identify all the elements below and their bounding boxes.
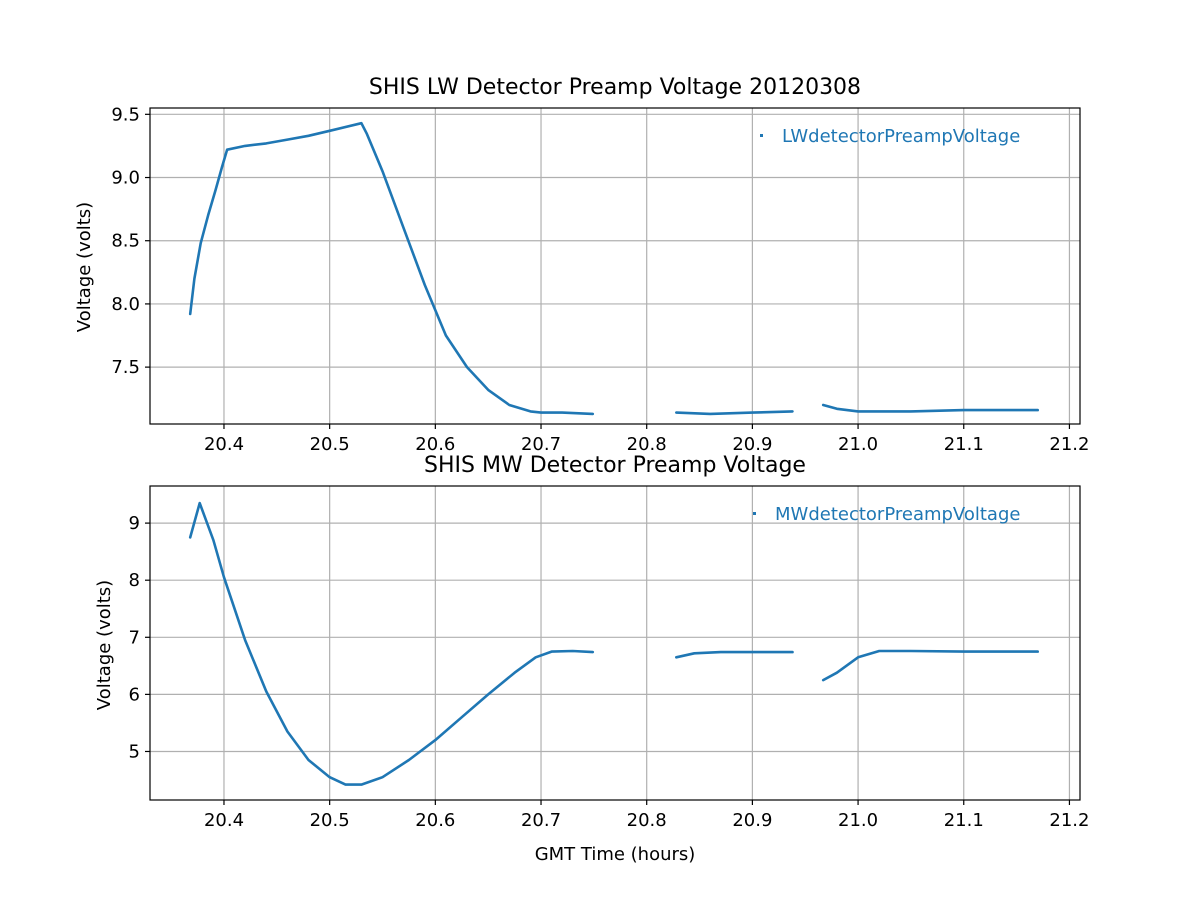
y-tick-label: 8 <box>129 570 140 591</box>
x-tick-label: 20.9 <box>732 434 772 455</box>
x-axis-ticks: 20.4 20.5 20.6 20.7 20.8 20.9 21.0 21.1 21.2 <box>204 424 1089 455</box>
x-tick-label: 21.0 <box>838 434 878 455</box>
x-tick-label: 20.4 <box>204 434 244 455</box>
y-axis-ticks: 7.5 8.0 8.5 9.0 9.5 <box>111 104 150 378</box>
x-tick-label: 20.4 <box>204 810 244 831</box>
series-line-segment <box>188 121 595 416</box>
y-tick-label: 9.5 <box>111 104 140 125</box>
x-axis-ticks: 20.4 20.5 20.6 20.7 20.8 20.9 21.0 21.1 21.2 <box>204 800 1089 831</box>
y-tick-label: 8.0 <box>111 294 140 315</box>
series-line-segment <box>821 649 1039 682</box>
plot-frame <box>149 107 1081 425</box>
x-tick-label: 21.2 <box>1049 434 1089 455</box>
x-tick-label: 21.2 <box>1049 810 1089 831</box>
series-line-segment <box>188 501 595 786</box>
y-tick-label: 7.5 <box>111 357 140 378</box>
y-axis-label: Voltage (volts) <box>74 202 95 332</box>
legend-marker <box>760 134 763 137</box>
series-line-segment <box>821 403 1039 413</box>
x-tick-label: 20.6 <box>415 810 455 831</box>
x-tick-label: 20.9 <box>732 810 772 831</box>
data-series <box>188 501 1039 786</box>
legend: LWdetectorPreampVoltage <box>760 126 1020 147</box>
y-axis-ticks: 5 6 7 8 9 <box>129 513 150 762</box>
x-tick-label: 20.6 <box>415 434 455 455</box>
y-tick-label: 7 <box>129 627 140 648</box>
series-line-segment <box>674 410 794 416</box>
x-axis-label: GMT Time (hours) <box>535 844 696 865</box>
x-tick-label: 20.5 <box>310 434 350 455</box>
x-tick-label: 21.1 <box>944 434 984 455</box>
legend-label: MWdetectorPreampVoltage <box>775 504 1020 525</box>
y-tick-label: 5 <box>129 741 140 762</box>
data-series <box>188 121 1039 416</box>
legend-label: LWdetectorPreampVoltage <box>782 126 1020 147</box>
x-tick-label: 21.0 <box>838 810 878 831</box>
chart-title: SHIS LW Detector Preamp Voltage 20120308 <box>369 75 861 100</box>
y-tick-label: 9 <box>129 513 140 534</box>
x-tick-label: 20.8 <box>627 434 667 455</box>
y-tick-label: 8.5 <box>111 231 140 252</box>
grid-lines <box>150 108 1080 424</box>
grid-lines <box>150 486 1080 800</box>
x-tick-label: 21.1 <box>944 810 984 831</box>
plot-frame <box>149 485 1081 801</box>
series-line-segment <box>674 650 794 659</box>
y-axis-label: Voltage (volts) <box>94 580 115 710</box>
x-tick-label: 20.5 <box>310 810 350 831</box>
x-tick-label: 20.7 <box>521 810 561 831</box>
subplot-mw: SHIS MW Detector Preamp Voltage Voltage … <box>94 453 1089 865</box>
legend: MWdetectorPreampVoltage <box>753 504 1020 525</box>
legend-marker <box>753 512 756 515</box>
subplot-lw: SHIS LW Detector Preamp Voltage 20120308… <box>74 75 1089 455</box>
chart-title: SHIS MW Detector Preamp Voltage <box>424 453 806 478</box>
x-tick-label: 20.7 <box>521 434 561 455</box>
y-tick-label: 6 <box>129 684 140 705</box>
y-tick-label: 9.0 <box>111 168 140 189</box>
x-tick-label: 20.8 <box>627 810 667 831</box>
